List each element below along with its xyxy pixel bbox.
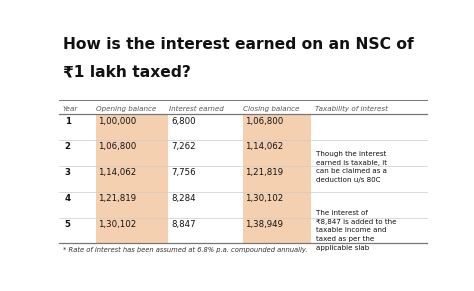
Bar: [243, 166, 311, 192]
Text: 1,21,819: 1,21,819: [98, 194, 136, 203]
Text: 1: 1: [65, 117, 71, 126]
Text: 1,14,062: 1,14,062: [245, 143, 283, 152]
Text: 1,06,800: 1,06,800: [245, 117, 283, 126]
Text: Opening balance: Opening balance: [96, 106, 156, 111]
Text: 1,14,062: 1,14,062: [98, 168, 136, 177]
Text: 1,38,949: 1,38,949: [245, 220, 283, 229]
Text: 3: 3: [65, 168, 71, 177]
Text: Closing balance: Closing balance: [243, 106, 299, 111]
Text: How is the interest earned on an NSC of: How is the interest earned on an NSC of: [63, 37, 414, 52]
Bar: [243, 114, 311, 140]
Bar: [96, 218, 168, 243]
Bar: [96, 114, 168, 140]
Text: 6,800: 6,800: [171, 117, 196, 126]
Text: 7,262: 7,262: [171, 143, 196, 152]
Text: 1,00,000: 1,00,000: [98, 117, 136, 126]
Text: 8,284: 8,284: [171, 194, 196, 203]
Text: 1,30,102: 1,30,102: [245, 194, 283, 203]
Text: 4: 4: [65, 194, 71, 203]
Text: 1,21,819: 1,21,819: [245, 168, 283, 177]
Text: Year: Year: [63, 106, 78, 111]
Text: 1,06,800: 1,06,800: [98, 143, 136, 152]
Text: * Rate of interest has been assumed at 6.8% p.a. compounded annually.: * Rate of interest has been assumed at 6…: [63, 247, 308, 253]
Text: Taxability of interest: Taxability of interest: [315, 106, 387, 112]
Bar: [243, 192, 311, 218]
Bar: [243, 218, 311, 243]
Text: 2: 2: [65, 143, 71, 152]
Bar: [96, 192, 168, 218]
Text: Though the interest
earned is taxable, it
can be claimed as a
deduction u/s 80C: Though the interest earned is taxable, i…: [316, 151, 387, 183]
Text: 7,756: 7,756: [171, 168, 196, 177]
Bar: [243, 140, 311, 166]
Text: Interest earned: Interest earned: [169, 106, 224, 111]
Bar: [96, 140, 168, 166]
Text: 5: 5: [65, 220, 71, 229]
Text: ₹1 lakh taxed?: ₹1 lakh taxed?: [63, 64, 191, 79]
Text: The interest of
₹8,847 is added to the
taxable income and
taxed as per the
appli: The interest of ₹8,847 is added to the t…: [316, 210, 397, 251]
Bar: [96, 166, 168, 192]
Text: 1,30,102: 1,30,102: [98, 220, 136, 229]
Text: 8,847: 8,847: [171, 220, 196, 229]
